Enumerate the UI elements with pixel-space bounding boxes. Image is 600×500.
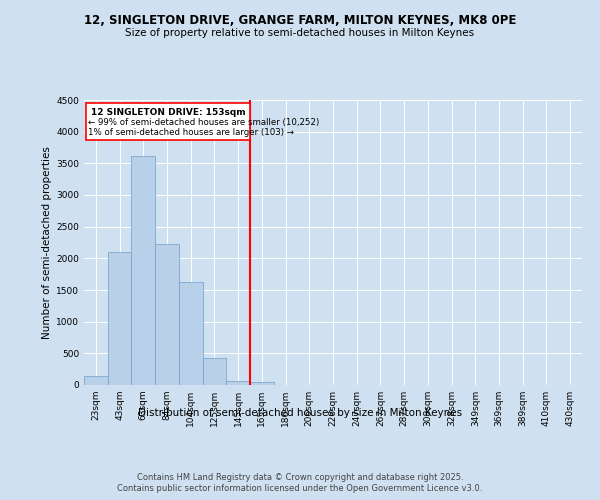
Text: ← 99% of semi-detached houses are smaller (10,252): ← 99% of semi-detached houses are smalle…	[88, 118, 319, 128]
Text: 12 SINGLETON DRIVE: 153sqm: 12 SINGLETON DRIVE: 153sqm	[91, 108, 245, 117]
Bar	[226, 381, 250, 385]
Text: Size of property relative to semi-detached houses in Milton Keynes: Size of property relative to semi-detach…	[125, 28, 475, 38]
Bar	[86, 103, 250, 140]
Y-axis label: Number of semi-detached properties: Number of semi-detached properties	[42, 146, 52, 339]
Bar	[84, 376, 108, 385]
Bar	[179, 282, 203, 385]
Bar	[203, 358, 226, 385]
Text: Contains public sector information licensed under the Open Government Licence v3: Contains public sector information licen…	[118, 484, 482, 493]
Text: 1% of semi-detached houses are larger (103) →: 1% of semi-detached houses are larger (1…	[88, 128, 293, 137]
Text: 12, SINGLETON DRIVE, GRANGE FARM, MILTON KEYNES, MK8 0PE: 12, SINGLETON DRIVE, GRANGE FARM, MILTON…	[84, 14, 516, 27]
Bar	[131, 156, 155, 385]
Bar	[155, 244, 179, 385]
Text: Distribution of semi-detached houses by size in Milton Keynes: Distribution of semi-detached houses by …	[138, 408, 462, 418]
Text: Contains HM Land Registry data © Crown copyright and database right 2025.: Contains HM Land Registry data © Crown c…	[137, 472, 463, 482]
Bar	[250, 382, 274, 385]
Bar	[108, 252, 131, 385]
